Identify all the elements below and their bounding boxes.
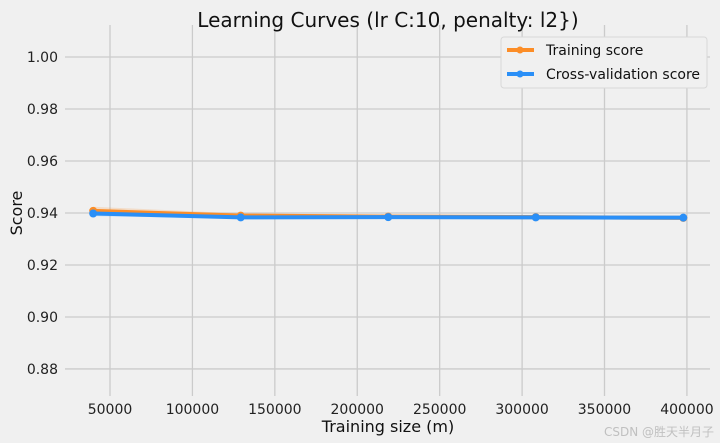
x-tick-label: 300000: [495, 402, 548, 418]
data-point-1: [89, 209, 98, 218]
x-tick-label: 100000: [166, 402, 219, 418]
x-tick-labels: 50000 100000 150000 200000 250000 300000 35000…: [88, 402, 714, 418]
x-tick-label: 400000: [660, 402, 713, 418]
y-tick-labels: 0.88 0.90 0.92 0.94 0.96 0.98 1.00: [27, 50, 58, 378]
data-point-1: [236, 213, 245, 222]
x-tick-label: 150000: [248, 402, 301, 418]
legend-marker-training: [516, 46, 524, 54]
y-axis-label: Score: [7, 191, 26, 236]
y-tick-label: 0.90: [27, 310, 58, 326]
y-tick-label: 0.88: [27, 362, 58, 378]
legend-label-training: Training score: [545, 43, 643, 59]
y-tick-label: 0.98: [27, 102, 58, 118]
legend-label-cv: Cross-validation score: [546, 67, 700, 83]
y-tick-label: 0.96: [27, 154, 58, 170]
chart-title: Learning Curves (lr C:10, penalty: l2}): [197, 8, 578, 32]
x-tick-label: 200000: [331, 402, 384, 418]
legend: Training score Cross-validation score: [500, 36, 708, 89]
x-tick-label: 250000: [413, 402, 466, 418]
data-point-1: [384, 213, 393, 222]
x-tick-label: 350000: [578, 402, 631, 418]
y-tick-label: 0.94: [27, 206, 58, 222]
x-tick-label: 50000: [88, 402, 133, 418]
y-tick-label: 0.92: [27, 258, 58, 274]
legend-box: [500, 36, 708, 89]
series-lines: [89, 206, 688, 222]
legend-marker-cv: [516, 70, 524, 78]
watermark: CSDN @胜天半月子: [604, 424, 714, 439]
x-axis-label: Training size (m): [321, 417, 454, 436]
data-point-1: [531, 213, 540, 222]
data-point-1: [679, 213, 688, 222]
y-tick-label: 1.00: [27, 50, 58, 66]
